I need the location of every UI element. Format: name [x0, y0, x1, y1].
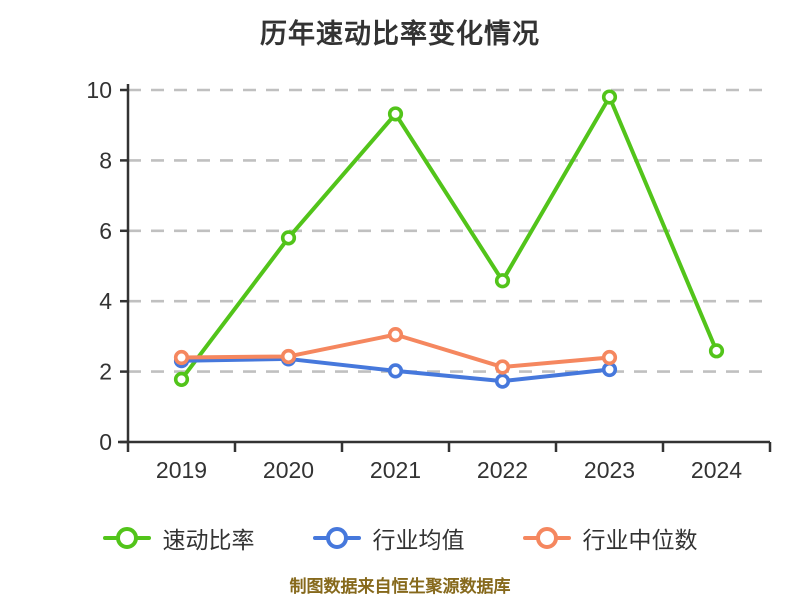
y-tick-label: 10: [86, 77, 112, 103]
data-source-caption: 制图数据来自恒生聚源数据库: [289, 577, 511, 596]
data-point-industry-mean: [601, 361, 618, 378]
x-tick-label: 2019: [156, 457, 207, 483]
data-point-quick-ratio: [708, 343, 725, 359]
data-point-industry-median: [280, 348, 297, 365]
data-point-industry-median: [173, 349, 190, 366]
legend-marker-icon: [102, 526, 151, 550]
legend: 速动比率 行业均值 行业中位数: [0, 518, 800, 558]
data-point-industry-mean: [387, 363, 404, 379]
legend-item-industry-mean[interactable]: 行业均值: [312, 521, 465, 555]
x-tick-label: 2023: [584, 457, 635, 483]
legend-item-industry-median[interactable]: 行业中位数: [522, 521, 698, 555]
data-point-industry-mean: [494, 373, 511, 389]
data-point-quick-ratio: [387, 106, 404, 122]
x-tick-label: 2021: [370, 457, 421, 483]
x-tick-label: 2022: [477, 457, 528, 483]
data-point-quick-ratio: [601, 89, 618, 105]
data-point-industry-median: [494, 359, 511, 375]
series-line-quick-ratio: [179, 95, 719, 382]
y-tick-label: 2: [99, 359, 112, 385]
data-point-quick-ratio: [494, 273, 511, 289]
legend-item-quick-ratio[interactable]: 速动比率: [102, 521, 255, 555]
legend-label: 行业中位数: [582, 527, 698, 553]
y-tick-label: 4: [99, 288, 112, 314]
data-point-quick-ratio: [173, 371, 190, 387]
data-point-industry-median: [387, 327, 404, 343]
y-tick-label: 8: [99, 147, 112, 173]
legend-label: 速动比率: [162, 527, 255, 553]
legend-label: 行业均值: [372, 527, 465, 553]
data-point-industry-median: [601, 349, 618, 366]
x-tick-label: 2024: [691, 457, 742, 483]
data-point-quick-ratio: [280, 230, 297, 246]
x-tick-label: 2020: [263, 457, 314, 483]
y-tick-label: 0: [99, 429, 112, 455]
y-tick-label: 6: [99, 218, 112, 244]
legend-marker-icon: [522, 526, 571, 550]
legend-marker-icon: [312, 526, 361, 550]
chart-title: 历年速动比率变化情况: [260, 19, 540, 49]
